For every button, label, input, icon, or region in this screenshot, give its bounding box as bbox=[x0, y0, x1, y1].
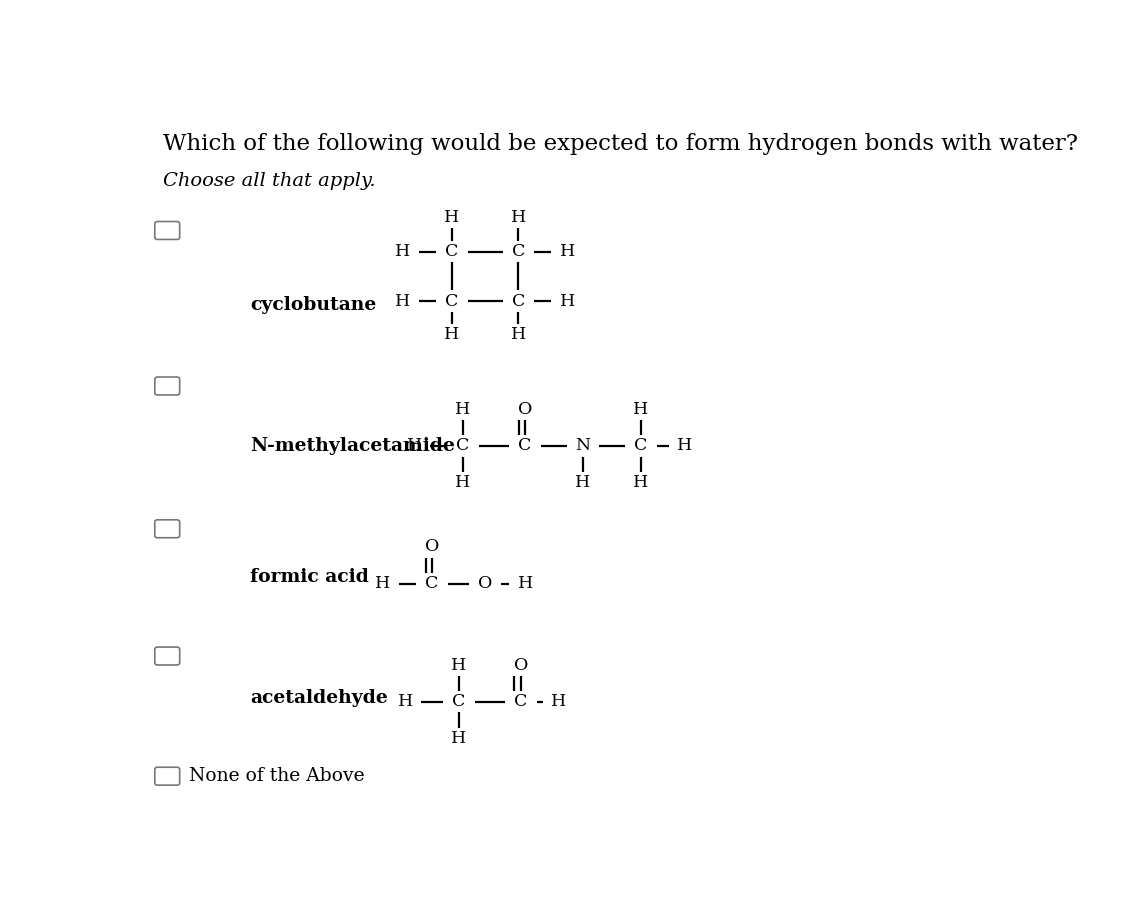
Text: H: H bbox=[376, 576, 391, 592]
FancyBboxPatch shape bbox=[155, 520, 180, 538]
Text: C: C bbox=[518, 437, 532, 454]
Text: cyclobutane: cyclobutane bbox=[250, 296, 376, 314]
Text: H: H bbox=[511, 209, 526, 226]
Text: C: C bbox=[425, 576, 439, 592]
Text: H: H bbox=[407, 437, 422, 454]
Text: C: C bbox=[445, 243, 458, 260]
Text: H: H bbox=[575, 475, 590, 491]
Text: N: N bbox=[575, 437, 590, 454]
Text: H: H bbox=[395, 293, 410, 309]
Text: H: H bbox=[511, 327, 526, 343]
Text: C: C bbox=[445, 293, 458, 309]
Text: C: C bbox=[515, 693, 527, 711]
Text: H: H bbox=[445, 209, 460, 226]
Text: H: H bbox=[677, 437, 692, 454]
Text: H: H bbox=[455, 400, 471, 418]
Text: H: H bbox=[559, 243, 575, 260]
Text: formic acid: formic acid bbox=[250, 567, 369, 586]
Text: C: C bbox=[452, 693, 465, 711]
Text: None of the Above: None of the Above bbox=[189, 767, 366, 785]
Text: N-methylacetamide: N-methylacetamide bbox=[250, 437, 455, 455]
Text: C: C bbox=[512, 243, 525, 260]
Text: H: H bbox=[455, 475, 471, 491]
Text: O: O bbox=[425, 539, 439, 555]
Text: H: H bbox=[633, 400, 649, 418]
Text: O: O bbox=[513, 656, 528, 674]
FancyBboxPatch shape bbox=[155, 647, 180, 665]
Text: C: C bbox=[634, 437, 647, 454]
Text: H: H bbox=[398, 693, 413, 711]
Text: O: O bbox=[478, 576, 493, 592]
Text: C: C bbox=[456, 437, 470, 454]
FancyBboxPatch shape bbox=[155, 377, 180, 395]
Text: H: H bbox=[450, 656, 466, 674]
Text: C: C bbox=[512, 293, 525, 309]
Text: H: H bbox=[518, 576, 533, 592]
Text: H: H bbox=[559, 293, 575, 309]
Text: H: H bbox=[450, 730, 466, 747]
Text: H: H bbox=[445, 327, 460, 343]
Text: O: O bbox=[518, 400, 533, 418]
Text: Choose all that apply.: Choose all that apply. bbox=[163, 173, 376, 190]
Text: H: H bbox=[633, 475, 649, 491]
Text: Which of the following would be expected to form hydrogen bonds with water?: Which of the following would be expected… bbox=[163, 133, 1077, 155]
FancyBboxPatch shape bbox=[155, 767, 180, 785]
FancyBboxPatch shape bbox=[155, 221, 180, 240]
Text: H: H bbox=[395, 243, 410, 260]
Text: H: H bbox=[551, 693, 566, 711]
Text: acetaldehyde: acetaldehyde bbox=[250, 689, 387, 707]
